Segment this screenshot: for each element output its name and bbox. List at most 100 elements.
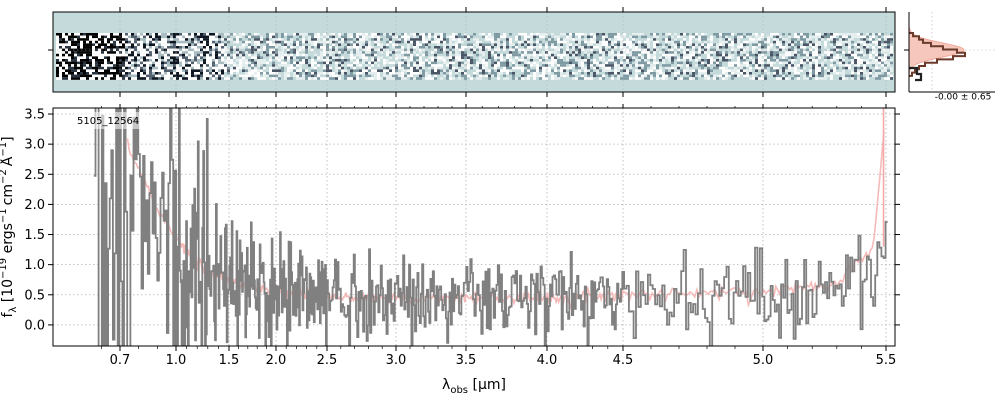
spectrum-2d-pixel [710,33,713,36]
spectrum-2d-pixel [509,72,512,75]
spectrum-2d-pixel [596,46,599,49]
spectrum-2d-pixel [836,33,839,36]
spectrum-2d-pixel [194,51,197,54]
spectrum-2d-pixel [497,46,500,49]
spectrum-2d-pixel [854,46,857,49]
spectrum-2d-pixel [497,56,500,59]
spectrum-2d-pixel [446,48,449,52]
spectrum-2d-pixel [92,38,95,41]
spectrum-2d-pixel [704,64,707,67]
spectrum-2d-pixel [110,61,113,65]
spectrum-2d-pixel [641,72,644,75]
spectrum-2d-pixel [806,53,809,57]
spectrum-2d-pixel [626,77,629,80]
spectrum-2d-pixel [416,77,419,80]
spectrum-2d-pixel [827,59,830,62]
spectrum-2d-pixel [284,33,287,36]
spectrum-2d-pixel [98,33,101,36]
spectrum-2d-pixel [92,72,95,75]
spectrum-2d-pixel [584,40,587,44]
spectrum-2d-pixel [137,74,140,78]
spectrum-2d-pixel [536,40,539,44]
spectrum-2d-pixel [260,64,263,67]
spectrum-2d-pixel [656,72,659,75]
spectrum-2d-pixel [797,53,800,57]
spectrum-2d-pixel [344,61,347,65]
spectrum-2d-pixel [596,56,599,59]
spectrum-2d-pixel [683,66,686,70]
spectrum-2d-pixel [92,69,95,72]
spectrum-2d-pixel [707,48,710,52]
spectrum-2d-pixel [815,74,818,78]
spectrum-2d-pixel [227,46,230,49]
spectrum-2d-pixel [683,56,686,59]
spectrum-2d-pixel [818,59,821,62]
spectrum-2d-pixel [650,40,653,44]
spectrum-2d-pixel [260,43,263,46]
spectrum-2d-pixel [683,35,686,39]
spectrum-2d-pixel [569,46,572,49]
spectrum-2d-pixel [536,51,539,54]
spectrum-2d-pixel [545,40,548,44]
spectrum-2d-pixel [695,38,698,41]
spectrum-2d-pixel [242,38,245,41]
spectrum-2d-pixel [605,64,608,67]
spectrum-2d-pixel [215,35,218,39]
spectrum-2d-pixel [848,46,851,49]
spectrum-2d-pixel [167,43,170,46]
spectrum-2d-pixel [209,64,212,67]
spectrum-2d-pixel [68,51,71,54]
spectrum-2d-pixel [368,66,371,70]
spectrum-2d-pixel [272,40,275,44]
spectrum-2d-pixel [806,43,809,46]
spectrum-2d-pixel [380,40,383,44]
spectrum-2d-pixel [728,59,731,62]
spectrum-2d-pixel [236,51,239,54]
spectrum-2d-pixel [704,72,707,75]
spectrum-2d-pixel [641,38,644,41]
spectrum-2d-pixel [407,35,410,39]
spectrum-2d-pixel [698,64,701,67]
spectrum-2d-pixel [200,51,203,54]
spectrum-2d-pixel [620,53,623,57]
spectrum-2d-pixel [521,51,524,54]
spectrum-2d-pixel [269,69,272,72]
spectrum-2d-pixel [233,38,236,41]
spectrum-2d-pixel [791,48,794,52]
spectrum-2d-pixel [374,66,377,70]
spectrum-2d-pixel [248,40,251,44]
spectrum-2d-pixel [338,64,341,67]
spectrum-2d-pixel [443,38,446,41]
spectrum-2d-pixel [452,51,455,54]
spectrum-2d-pixel [650,51,653,54]
spectrum-2d-pixel [458,69,461,72]
spectrum-2d-pixel [776,56,779,59]
spectrum-2d-pixel [134,66,137,70]
spectrum-2d-pixel [215,48,218,52]
spectrum-2d-pixel [533,33,536,36]
spectrum-2d-pixel [488,61,491,65]
spectrum-2d-pixel [185,69,188,72]
spectrum-2d-pixel [314,46,317,49]
spectrum-2d-pixel [362,38,365,41]
spectrum-2d-pixel [848,74,851,78]
spectrum-2d-pixel [554,66,557,70]
spectrum-2d-pixel [341,56,344,59]
spectrum-2d-pixel [623,72,626,75]
spectrum-2d-pixel [128,35,131,39]
spectrum-2d-pixel [560,40,563,44]
spectrum-2d-pixel [776,66,779,70]
spectrum-2d-pixel [542,56,545,59]
spectrum-2d-pixel [761,69,764,72]
spectrum-2d-pixel [566,48,569,52]
spectrum-2d-pixel [332,40,335,44]
spectrum-2d-pixel [704,61,707,65]
spectrum-2d-pixel [884,61,887,65]
spectrum-2d-pixel [542,51,545,54]
spectrum-2d-pixel [227,51,230,54]
spectrum-2d-pixel [98,69,101,72]
spectrum-2d-pixel [458,77,461,80]
spectrum-2d-pixel [188,72,191,75]
spectrum-2d-pixel [812,74,815,78]
spectrum-2d-pixel [620,40,623,44]
